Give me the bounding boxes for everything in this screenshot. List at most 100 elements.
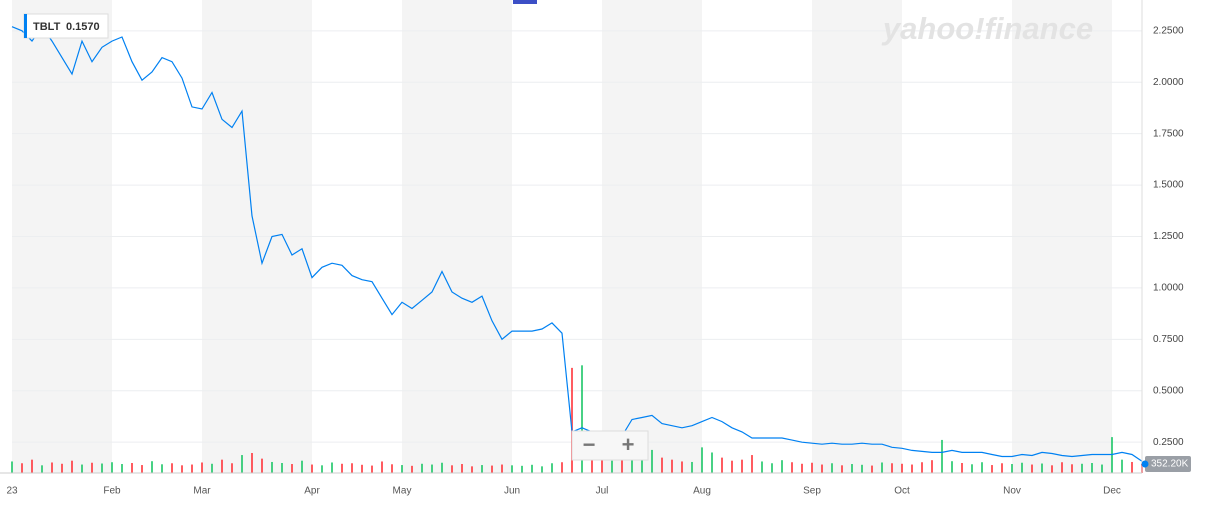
volume-bar [611,460,613,473]
volume-bar [991,465,993,473]
volume-bar [701,447,703,473]
volume-bar [871,465,873,473]
volume-bar [681,461,683,473]
legend-swatch [24,14,27,38]
volume-bar [631,456,633,473]
volume-bar [831,463,833,473]
zoom-panel [571,430,649,461]
volume-bar [251,453,253,473]
volume-bar [381,461,383,473]
y-tick-label: 0.5000 [1153,385,1184,396]
volume-label-box [1145,455,1191,472]
volume-bar [571,367,573,473]
x-tick-label: Apr [304,486,320,497]
volume-bar [491,465,493,473]
volume-bar [731,460,733,473]
volume-bar [1001,463,1003,473]
volume-bar [851,464,853,473]
volume-bar [431,464,433,473]
zoom-controls: − + [571,430,649,461]
volume-bar [241,455,243,473]
volume-bar [651,449,653,473]
volume-bar [531,464,533,473]
range-handle[interactable] [513,0,537,4]
volume-bar [31,459,33,473]
volume-bar [741,459,743,473]
volume-bar [1071,464,1073,473]
volume-bar [881,462,883,473]
volume-bar [821,464,823,473]
volume-bar [541,466,543,473]
volume-bar [911,464,913,473]
x-tick-label: Feb [103,486,121,497]
volume-bar [391,464,393,473]
volume-bar [711,452,713,473]
volume-bar [281,463,283,473]
volume-bar [1081,463,1083,473]
zoom-in[interactable]: + [622,432,635,457]
volume-bar [1121,459,1123,473]
volume-bar [621,459,623,473]
volume-bar [311,464,313,473]
x-tick-label: Aug [693,486,711,497]
volume-bar [271,461,273,473]
volume-bar [941,439,943,473]
volume-bar [201,462,203,473]
zoom-out[interactable]: − [583,432,596,457]
y-tick-label: 0.7500 [1153,334,1184,345]
volume-bar [951,461,953,473]
volume-bar [21,463,23,473]
volume-bar [261,458,263,473]
volume-bar [461,464,463,473]
x-tick-label: Sep [803,486,821,497]
volume-bar [81,464,83,473]
volume-bar [771,463,773,473]
volume-bar [1031,464,1033,473]
volume-bar [371,465,373,473]
volume-bar [781,460,783,473]
volume-bar [191,464,193,473]
volume-bar [181,465,183,473]
volume-bar [341,463,343,473]
volume-bar [511,465,513,473]
legend-box [23,13,109,39]
volume-bar [921,462,923,473]
volume-dot [1141,460,1149,468]
volume-label: 352.20K [1151,459,1189,470]
volume-bar [761,461,763,473]
volume-bar [41,465,43,473]
y-tick-label: 2.0000 [1153,77,1184,88]
volume-bar [351,463,353,473]
volume-bar [601,458,603,473]
x-tick-label: Nov [1003,486,1021,497]
watermark: yahoo!finance [881,11,1093,46]
volume-bar [561,462,563,473]
volume-bar [141,465,143,473]
volume-bar [421,463,423,473]
y-tick-label: 2.2500 [1153,25,1184,36]
price-line [11,25,1143,462]
x-tick-label: Mar [193,486,211,497]
volume-bar [211,463,213,473]
legend-value: 0.1570 [66,21,100,33]
y-tick-label: 1.0000 [1153,283,1184,294]
x-tick-label: Oct [894,486,910,497]
volume-bar [111,462,113,473]
volume-bar [451,465,453,473]
volume-bar [51,462,53,473]
volume-bar [501,464,503,473]
volume-bar [291,464,293,473]
volume-bar [171,463,173,473]
volume-bar [861,464,863,473]
volume-bar [691,461,693,473]
y-tick-label: 0.2500 [1153,437,1184,448]
volume-bar [961,463,963,473]
volume-bar [151,461,153,473]
volume-bar [361,464,363,473]
volume-bar [1021,462,1023,473]
volume-bar [481,465,483,473]
volume-bar [1061,462,1063,473]
volume-bar [161,464,163,473]
